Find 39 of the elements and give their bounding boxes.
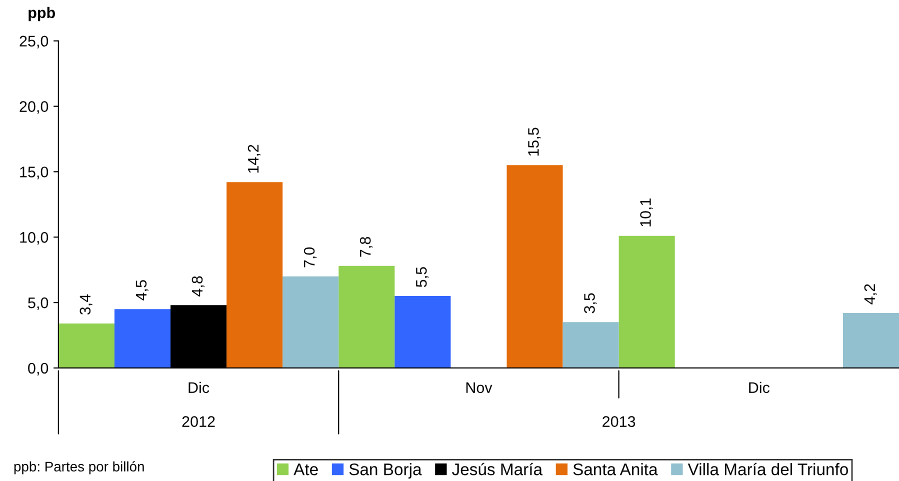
y-tick-label: 25,0 (20, 36, 48, 48)
y-tick-label: 15,0 (20, 166, 48, 180)
bar (282, 276, 339, 368)
bar (506, 165, 563, 368)
data-label: 4,2 (864, 284, 877, 304)
legend-label: San Borja (349, 463, 422, 479)
data-label: 7,8 (360, 237, 373, 257)
x-tick-label: Dic (749, 382, 770, 394)
bar (842, 313, 899, 368)
y-tick-label: 10,0 (20, 232, 48, 245)
bar (562, 322, 619, 368)
data-label: 7,0 (304, 247, 317, 268)
y-tick-label: 5,0 (28, 297, 48, 310)
text: 2013 (602, 416, 636, 427)
bar (226, 182, 283, 368)
data-label: 15,5 (528, 128, 541, 156)
data-label: 10,1 (640, 198, 653, 226)
x-tick-label: Dic (188, 382, 210, 394)
legend-label: Villa María del Triunfo (688, 462, 848, 476)
bar (618, 236, 675, 368)
bar (114, 309, 171, 368)
text: ppb: Partes por billón (14, 461, 144, 474)
y-tick-label: 0,0 (28, 362, 48, 376)
y-axis-title: ppb (28, 6, 55, 22)
x-tick-label: Nov (466, 382, 492, 394)
bar (394, 296, 451, 368)
data-label: 14,2 (248, 144, 260, 173)
data-label: 4,8 (192, 276, 204, 296)
data-label: 3,4 (80, 294, 92, 315)
legend-label: Jesús María (452, 462, 543, 476)
data-label: 5,5 (416, 267, 429, 288)
legend-label: Santa Anita (573, 463, 658, 476)
text: 2012 (182, 416, 215, 427)
legend-label: Ate (294, 464, 318, 476)
bar (338, 266, 395, 368)
y-tick-label: 20,0 (20, 101, 48, 114)
data-label: 3,5 (584, 293, 597, 314)
bar (58, 323, 114, 368)
data-label: 4,5 (136, 280, 148, 300)
